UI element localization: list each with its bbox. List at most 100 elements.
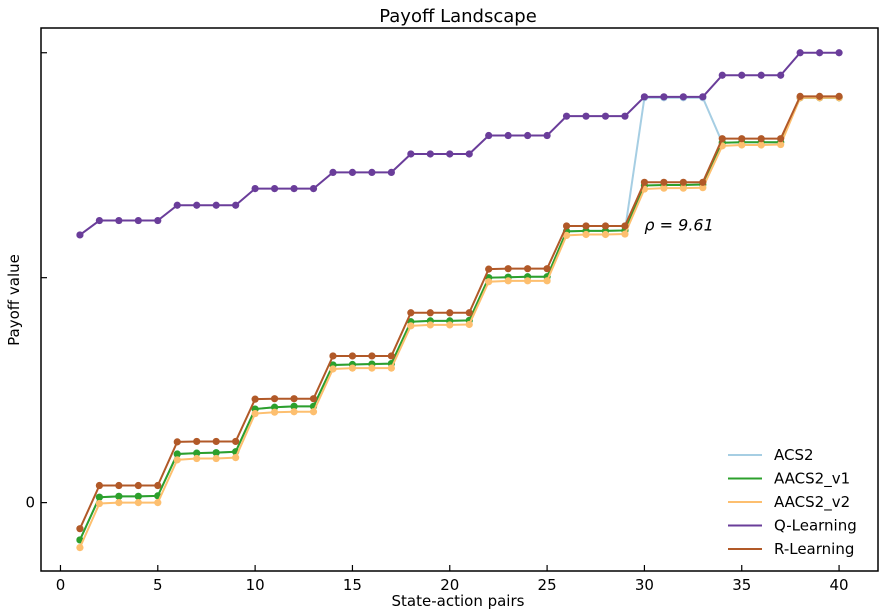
- data-point: [524, 277, 532, 285]
- x-tick-label: 25: [538, 576, 557, 594]
- data-point: [387, 352, 395, 360]
- data-point: [485, 278, 493, 286]
- series-r-learning: [76, 92, 843, 533]
- data-point: [582, 112, 590, 120]
- data-point: [504, 277, 512, 285]
- data-point: [699, 93, 707, 101]
- x-tick-label: 15: [343, 576, 362, 594]
- data-point: [154, 481, 162, 490]
- legend-label: AACS2_v2: [774, 493, 850, 512]
- data-point: [816, 49, 824, 57]
- data-point: [134, 481, 142, 490]
- data-point: [270, 395, 279, 403]
- data-point: [485, 131, 493, 140]
- data-point: [329, 352, 337, 360]
- data-point: [270, 403, 279, 411]
- data-point: [212, 201, 220, 209]
- x-tick-label: 0: [56, 576, 66, 594]
- data-point: [543, 265, 551, 273]
- data-point: [757, 71, 765, 79]
- data-point: [407, 322, 415, 330]
- data-point: [368, 364, 376, 372]
- data-point: [251, 409, 259, 418]
- data-point: [660, 184, 668, 192]
- legend-label: AACS2_v1: [774, 470, 850, 489]
- data-point: [679, 93, 687, 101]
- data-point: [835, 92, 843, 100]
- data-point: [718, 135, 726, 143]
- x-tick-label: 35: [732, 576, 751, 594]
- data-point: [465, 309, 473, 317]
- data-point: [290, 395, 298, 403]
- data-point: [777, 140, 785, 149]
- data-point: [757, 141, 765, 149]
- data-point: [329, 365, 337, 373]
- series-aacs2-v2: [76, 94, 843, 552]
- data-point: [562, 222, 571, 230]
- data-point: [601, 112, 610, 120]
- series-q-learning: [76, 49, 843, 239]
- data-point: [738, 141, 746, 149]
- data-point: [173, 450, 181, 458]
- data-point: [348, 364, 357, 372]
- y-tick-label: 0: [25, 494, 35, 512]
- data-point: [407, 309, 415, 317]
- data-point: [348, 352, 357, 360]
- data-point: [699, 178, 707, 186]
- data-point: [290, 408, 298, 416]
- data-point: [193, 201, 201, 209]
- legend-item: ACS2: [728, 446, 814, 464]
- data-point: [193, 454, 201, 463]
- rho-annotation: ρ = 9.61: [644, 215, 713, 234]
- data-point: [309, 185, 318, 193]
- data-point: [95, 499, 103, 508]
- data-point: [270, 185, 279, 193]
- data-point: [738, 135, 746, 143]
- data-point: [95, 481, 103, 490]
- data-point: [446, 321, 454, 329]
- data-point: [426, 150, 434, 158]
- data-point: [387, 168, 395, 177]
- data-point: [309, 408, 318, 416]
- data-point: [796, 92, 804, 100]
- data-point: [757, 135, 765, 143]
- data-point: [309, 395, 318, 403]
- data-point: [582, 230, 590, 239]
- data-point: [485, 265, 493, 273]
- x-axis-label: State-action pairs: [392, 592, 525, 610]
- data-point: [173, 201, 181, 209]
- data-point: [212, 449, 220, 457]
- legend-item: AACS2_v1: [728, 470, 850, 489]
- data-point: [76, 231, 84, 239]
- data-point: [407, 150, 415, 158]
- data-point: [251, 395, 259, 403]
- data-point: [232, 437, 240, 446]
- data-point: [621, 230, 629, 238]
- data-point: [173, 456, 181, 464]
- legend-label: ACS2: [774, 446, 814, 464]
- data-point: [640, 178, 649, 186]
- x-tick-label: 40: [830, 576, 849, 594]
- data-point: [154, 216, 162, 225]
- data-point: [660, 93, 668, 101]
- data-point: [348, 168, 357, 177]
- legend-item: AACS2_v2: [728, 493, 850, 512]
- series-line: [79, 96, 840, 541]
- data-point: [290, 402, 298, 410]
- data-point: [251, 185, 259, 193]
- data-point: [115, 499, 123, 507]
- data-point: [212, 454, 220, 463]
- plot-area: 0 5 10 15 20 25 30 35 40 0: [25, 27, 879, 594]
- data-point: [270, 408, 279, 416]
- x-tick-label: 30: [635, 576, 654, 594]
- data-point: [232, 201, 240, 209]
- data-point: [582, 222, 590, 230]
- data-point: [134, 492, 142, 500]
- data-point: [368, 168, 376, 177]
- data-point: [115, 481, 123, 490]
- data-point: [368, 352, 376, 360]
- data-point: [173, 438, 181, 446]
- data-point: [835, 49, 843, 57]
- data-point: [504, 131, 512, 140]
